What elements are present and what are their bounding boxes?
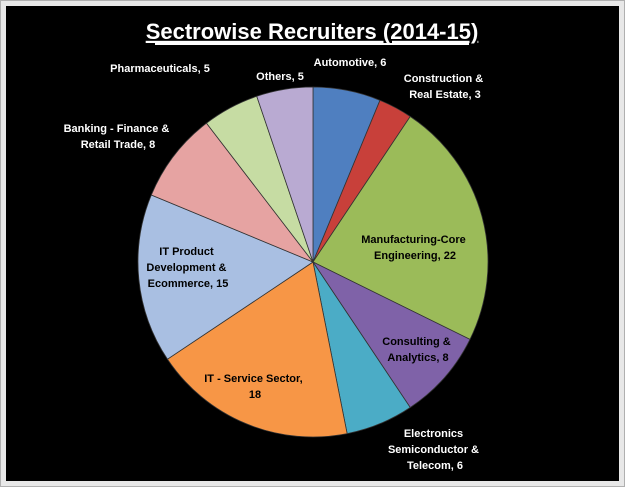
pie-slice (166, 261, 348, 438)
pie-slice (256, 86, 314, 263)
data-label: Electronics Semiconductor & Telecom, 6 (388, 428, 482, 472)
data-label: Pharmaceuticals, 5 (110, 63, 210, 75)
data-label: Others, 5 (256, 71, 304, 83)
data-label: IT - Service Sector, 18 (204, 373, 306, 401)
chart-title: Sectrowise Recruiters (2014-15) (146, 19, 479, 44)
data-label: Consulting & Analytics, 8 (382, 336, 454, 364)
data-label: Banking - Finance & Retail Trade, 8 (64, 123, 173, 151)
pie-slice (150, 122, 315, 263)
pie-slice (312, 115, 489, 340)
pie-slice (311, 260, 471, 409)
data-label: Construction & Real Estate, 3 (404, 73, 487, 101)
pie-slice (137, 194, 314, 360)
data-label: IT Product Development & Ecommerce, 15 (146, 246, 229, 290)
data-label: Automotive, 6 (314, 57, 387, 69)
data-label: Manufacturing-Core Engineering, 22 (361, 234, 469, 262)
